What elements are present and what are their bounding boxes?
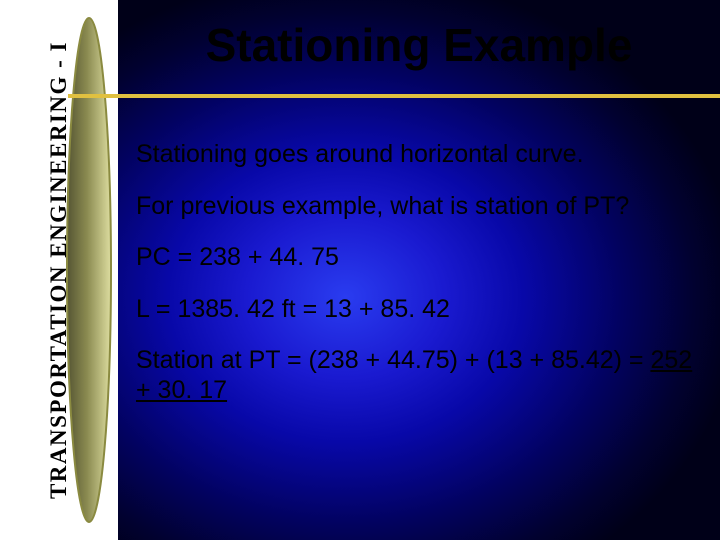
decorative-ellipse — [62, 12, 116, 528]
slide-title: Stationing Example — [118, 18, 720, 72]
line-1: Stationing goes around horizontal curve. — [136, 140, 696, 170]
line-5-prefix: Station at PT = (238 + 44.75) + (13 + 85… — [136, 346, 650, 374]
line-3: PC = 238 + 44. 75 — [136, 243, 696, 273]
slide: TRANSPORTATION ENGINEERING - I Stationin… — [0, 0, 720, 540]
line-5: Station at PT = (238 + 44.75) + (13 + 85… — [136, 346, 696, 405]
title-underline — [68, 94, 720, 98]
body-text: Stationing goes around horizontal curve.… — [136, 140, 696, 427]
content-area: Stationing Example Stationing goes aroun… — [118, 0, 720, 540]
line-2: For previous example, what is station of… — [136, 192, 696, 222]
line-4: L = 1385. 42 ft = 13 + 85. 42 — [136, 295, 696, 325]
